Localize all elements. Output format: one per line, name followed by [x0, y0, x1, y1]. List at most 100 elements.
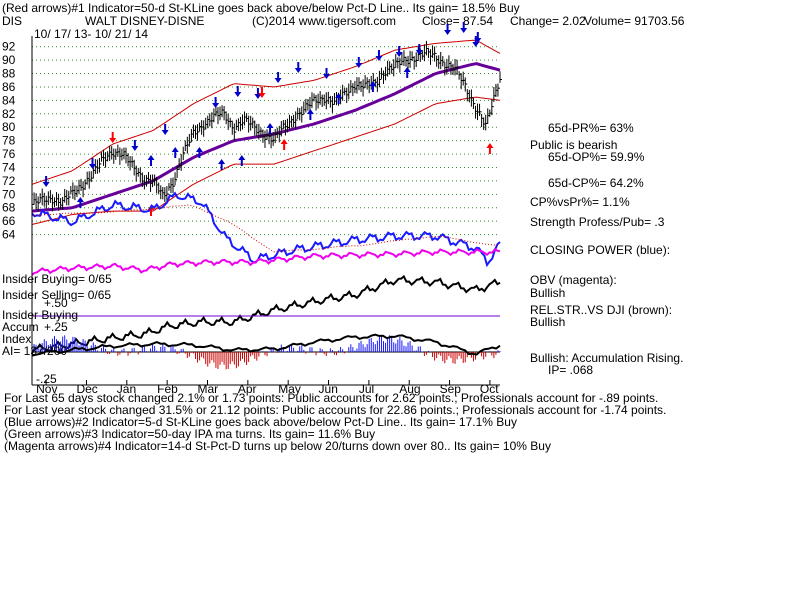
- accum-plus-tick: +.25: [44, 320, 68, 334]
- lower-band-line: [31, 96, 501, 225]
- buy-arrow-head: [266, 123, 274, 128]
- month-label: Jul: [359, 382, 374, 396]
- month-label: Nov: [36, 382, 57, 396]
- buy-arrow-head: [76, 197, 84, 202]
- footer-line2: For Last year stock changed 31.5% or 21.…: [4, 403, 666, 417]
- buy-arrow-head: [147, 155, 155, 160]
- y-tick-label: 78: [2, 134, 16, 148]
- ai-value: AI= 137/200: [2, 344, 67, 358]
- cp-value: 65d-CP%= 64.2%: [548, 176, 644, 190]
- sell-arrow-head: [294, 68, 302, 73]
- op-value: 65d-OP%= 59.9%: [548, 150, 645, 164]
- buy-arrow-head: [486, 143, 494, 148]
- sell-arrow-head: [274, 78, 282, 83]
- sell-arrow-head: [474, 38, 482, 43]
- relstr-label: REL.STR..VS DJI (brown):: [530, 303, 672, 317]
- y-tick-label: 88: [2, 67, 16, 81]
- header-line1: (Red arrows)#1 Indicator=50-d St-KLine g…: [2, 1, 520, 15]
- band-envelope: [31, 39, 501, 225]
- sell-arrow-head: [395, 52, 403, 57]
- y-tick-label: 92: [2, 40, 16, 54]
- sell-arrow-head: [375, 56, 383, 61]
- volume-value: Volume= 91703.56: [584, 14, 685, 28]
- month-label: Oct: [480, 382, 499, 396]
- sell-arrow-head: [355, 63, 363, 68]
- month-labels: Nov Dec Jan Feb Mar Apr May Jun Jul Aug Sep Oct: [36, 380, 499, 396]
- close-value: Close= 87.54: [422, 14, 493, 28]
- y-tick-label: 84: [2, 93, 16, 107]
- sell-arrow-head: [161, 130, 169, 135]
- sell-arrow-head: [109, 138, 117, 143]
- moving-average-line: [31, 62, 501, 213]
- obv-label: OBV (magenta):: [530, 273, 617, 287]
- y-tick-label: 72: [2, 174, 16, 188]
- accum-label: Accum: [2, 320, 39, 334]
- cpvspr-value: CP%vsPr%= 1.1%: [530, 195, 630, 209]
- accum-status: Bullish: Accumulation Rising.: [530, 351, 683, 365]
- change-value: Change= 2.02: [510, 14, 586, 28]
- pr-value: 65d-PR%= 63%: [548, 121, 634, 135]
- buy-arrow-head: [369, 81, 377, 86]
- sell-arrow-head: [131, 146, 139, 151]
- footer-line4: (Green arrows)#3 Indicator=50-day IPA ma…: [4, 427, 375, 441]
- insider-buying-label: Insider Buying: [2, 308, 78, 322]
- buy-arrow-head: [218, 159, 226, 164]
- sell-arrow-head: [234, 92, 242, 97]
- price-bars: [31, 40, 502, 214]
- sell-arrow-head: [258, 93, 266, 98]
- y-tick-label: 90: [2, 53, 16, 67]
- accum-minus-tick: -.25: [36, 372, 57, 386]
- ticker: DIS: [2, 14, 22, 28]
- sell-arrow-head: [460, 28, 468, 33]
- buy-arrow-head: [171, 147, 179, 152]
- strength-value: Strength Profess/Pub= .3: [530, 215, 665, 229]
- overlap-tick: +.50: [44, 296, 68, 310]
- y-tick-label: 70: [2, 187, 16, 201]
- y-tick-label: 66: [2, 214, 16, 228]
- month-label: Sep: [440, 382, 462, 396]
- month-label: Jan: [117, 382, 136, 396]
- sell-arrow-head: [212, 103, 220, 108]
- obv-value: Bullish: [530, 286, 565, 300]
- buy-arrow-head: [306, 109, 314, 114]
- month-label: Apr: [238, 382, 257, 396]
- buy-arrow-head: [238, 155, 246, 160]
- accum-ma-line: [31, 333, 501, 357]
- ip-value: IP= .068: [548, 363, 593, 377]
- buy-arrow-head: [403, 67, 411, 72]
- buy-arrow-head: [280, 139, 288, 144]
- relstr-value: Bullish: [530, 315, 565, 329]
- footer-line5: (Magenta arrows)#4 Indicator=14-d St-Pct…: [4, 439, 551, 453]
- month-label: May: [278, 382, 301, 396]
- accumulation-histogram: [31, 333, 501, 370]
- sell-arrow-head: [472, 42, 480, 47]
- date-range: 10/ 17/ 13- 10/ 21/ 14: [34, 27, 148, 41]
- buy-arrow-head: [335, 93, 343, 98]
- y-tick-label: 80: [2, 120, 16, 134]
- insider-selling-count: Insider Selling= 0/65: [2, 288, 111, 302]
- month-label: Jun: [319, 382, 338, 396]
- month-label: Feb: [157, 382, 178, 396]
- sell-arrow-head: [89, 164, 97, 169]
- company-name: WALT DISNEY-DISNE: [85, 14, 204, 28]
- obv-line: [31, 248, 501, 276]
- insider-buying-count: Insider Buying= 0/65: [2, 272, 112, 286]
- sell-arrow-head: [323, 74, 331, 79]
- y-tick-label: 86: [2, 80, 16, 94]
- closing-power-ma: [31, 204, 501, 253]
- closing-power-label: CLOSING POWER (blue):: [530, 243, 670, 257]
- sell-arrow-head: [42, 182, 50, 187]
- y-tick-label: 64: [2, 228, 16, 242]
- upper-band-line: [31, 39, 501, 185]
- month-label: Aug: [399, 382, 420, 396]
- y-tick-label: 68: [2, 201, 16, 215]
- index-label: Index: [2, 332, 31, 346]
- footer-line3: (Blue arrows)#2 Indicator=5-d St-KLine g…: [4, 415, 517, 429]
- footer-line1: For Last 65 days stock changed 2.1% or 1…: [4, 391, 658, 405]
- copyright: (C)2014 www.tigersoft.com: [252, 14, 396, 28]
- sell-arrow-head: [415, 50, 423, 55]
- buy-arrow-head: [195, 147, 203, 152]
